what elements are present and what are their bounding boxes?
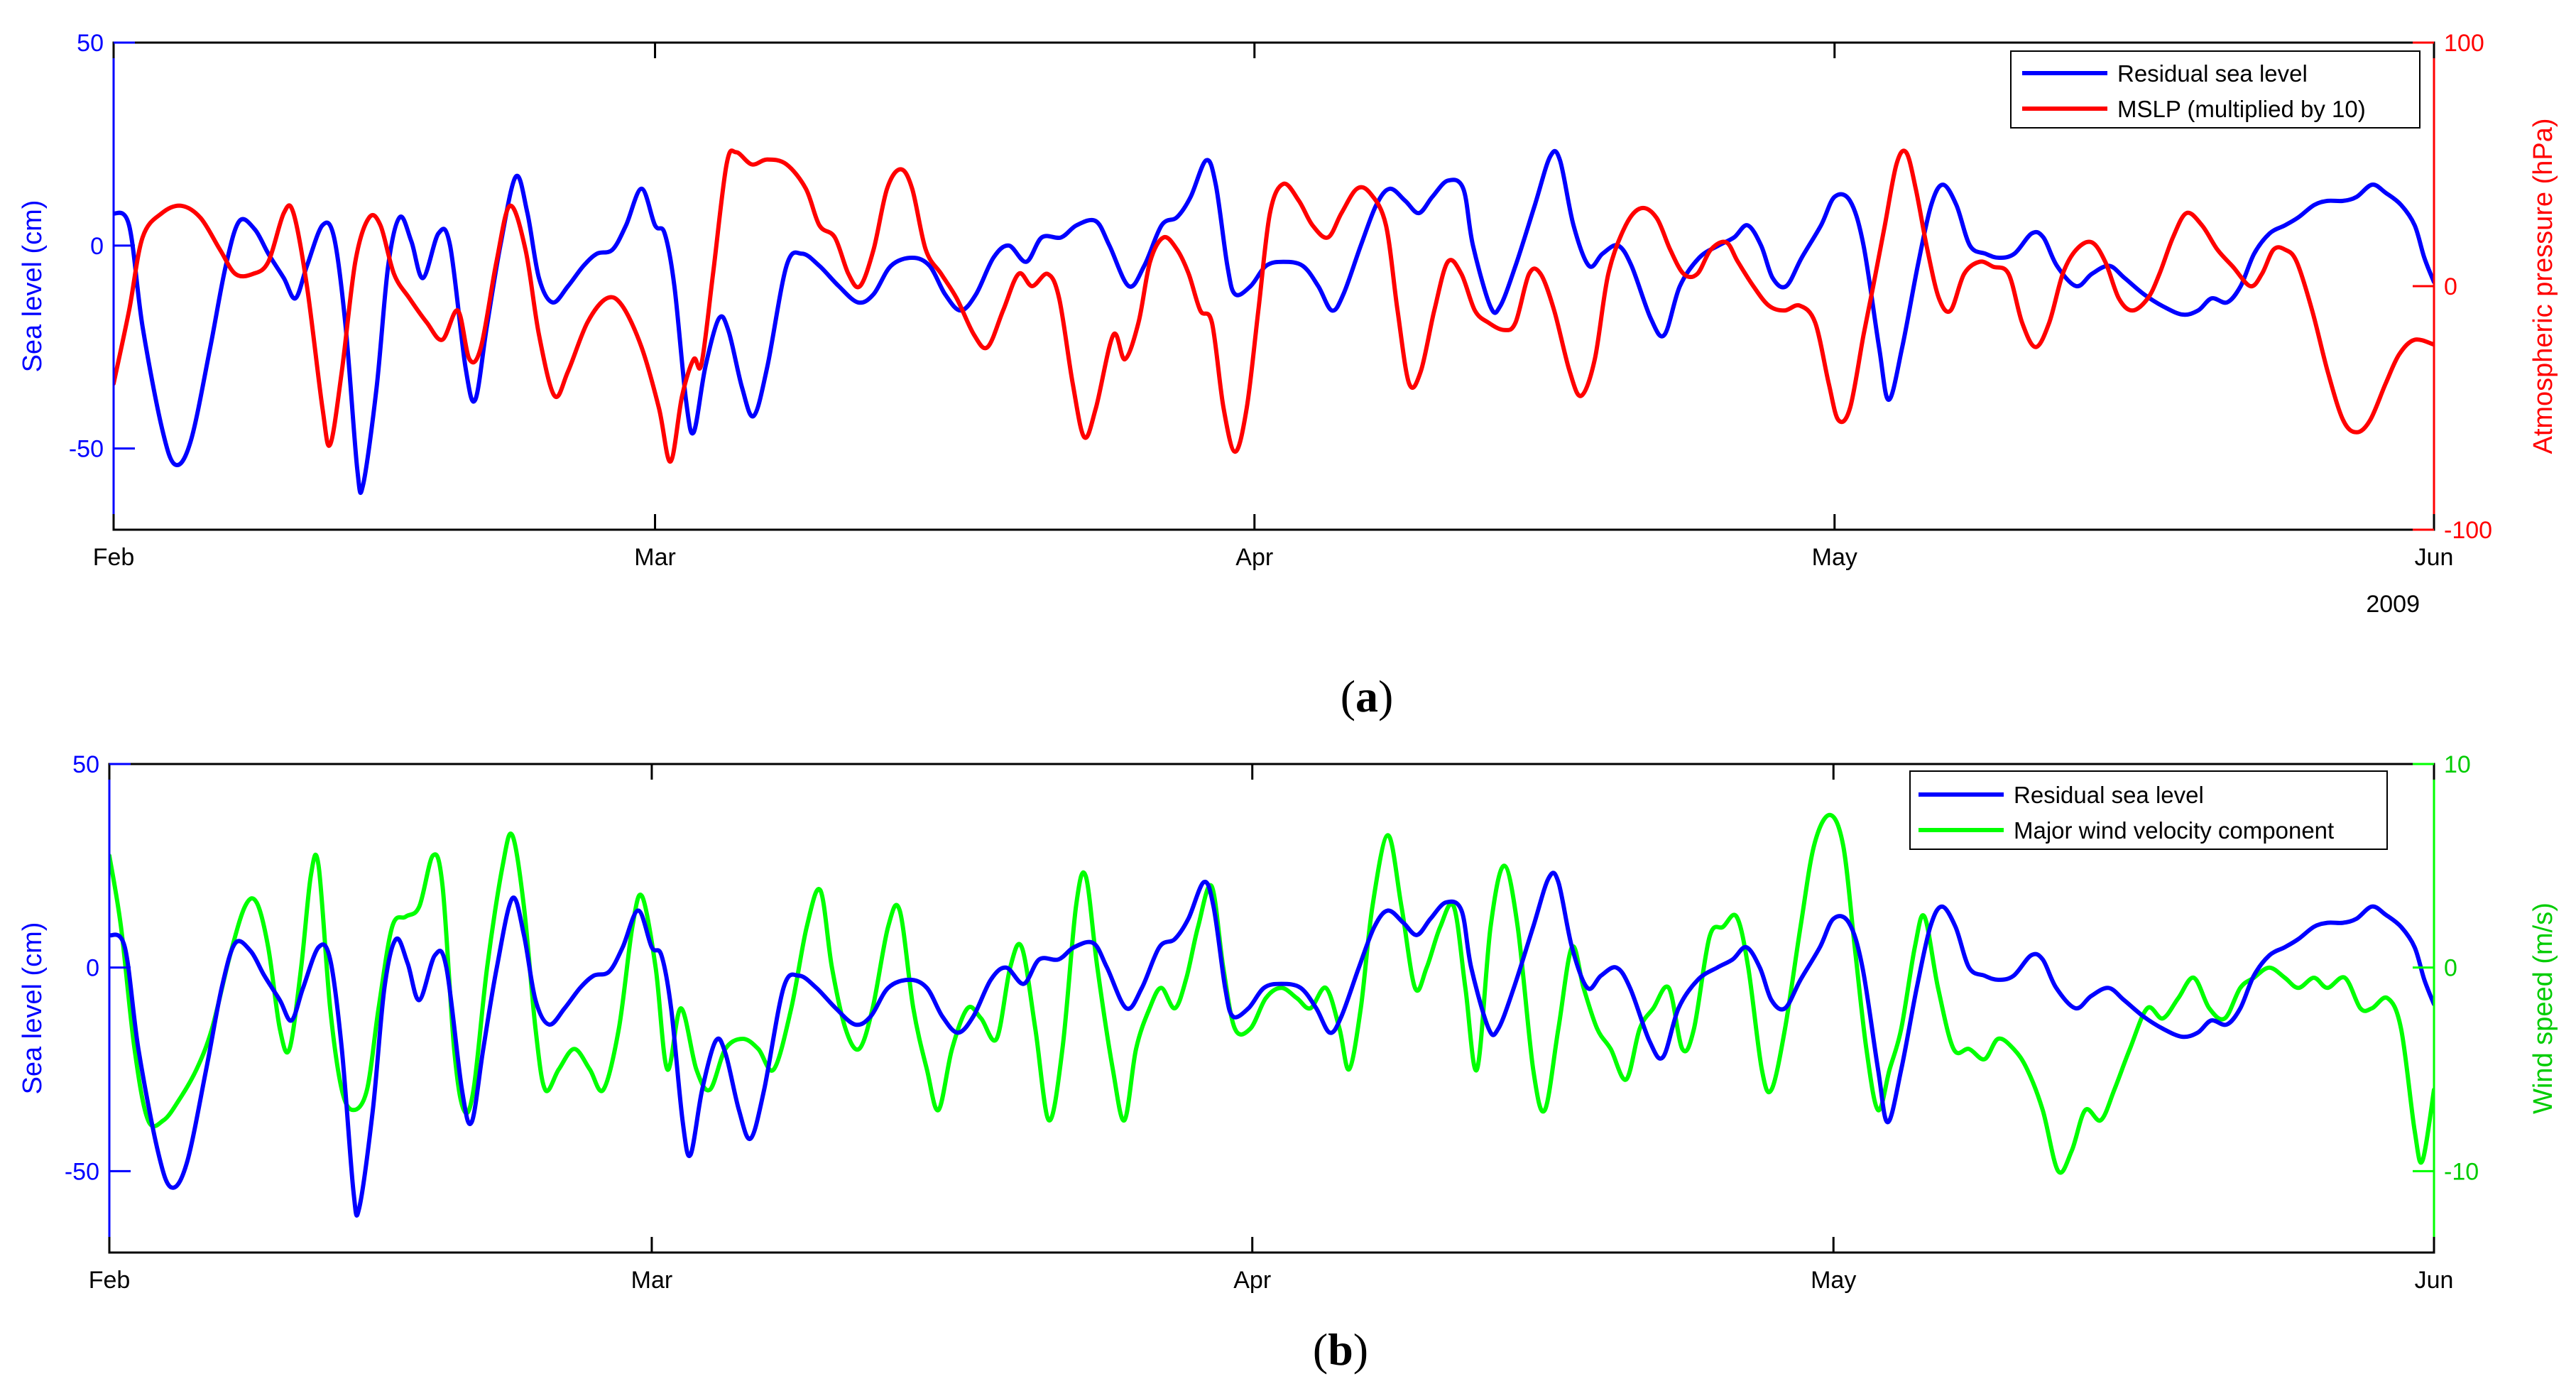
x-tick-label-b-4: Jun (2415, 1267, 2454, 1294)
right-y-tick-label-a-0: -100 (2444, 517, 2492, 544)
legend-label-sea-a: Residual sea level (2117, 60, 2308, 87)
right-axis-label-b: Wind speed (m/s) (2528, 902, 2558, 1114)
x-tick-label-b-3: May (1811, 1267, 1856, 1294)
legend-label-pressure-a: MSLP (multiplied by 10) (2117, 96, 2366, 122)
year-label-a: 2009 (2366, 591, 2420, 618)
panel-caption-letter-a: a (1355, 671, 1378, 721)
left-y-tick-label-b-0: -50 (65, 1158, 99, 1185)
x-tick-label-a-2: Apr (1235, 544, 1273, 571)
series-line-b-residual-sea-level (109, 871, 2434, 1218)
panel-caption-letter-b: b (1328, 1324, 1353, 1375)
right-y-tick-label-b-2: 10 (2444, 751, 2471, 778)
legend-box-b (1909, 770, 2388, 850)
plot-area-b (109, 812, 2434, 1218)
right-y-tick-label-a-1: 0 (2444, 273, 2457, 300)
left-y-tick-label-a-0: -50 (69, 436, 104, 463)
x-tick-label-a-3: May (1812, 544, 1857, 571)
legend-box-a (2010, 50, 2421, 129)
right-axis-label-a: Atmospheric pressure (hPa) (2528, 118, 2558, 454)
x-tick-label-b-2: Apr (1233, 1267, 1271, 1294)
plot-area-a (114, 148, 2434, 496)
legend-label-wind-b: Major wind velocity component (2014, 817, 2334, 844)
right-y-tick-label-a-2: 100 (2444, 30, 2484, 57)
x-tick-label-a-4: Jun (2415, 544, 2454, 571)
series-line-b-major-wind-velocity-component (109, 812, 2434, 1175)
series-line-a-residual-sea-level (114, 148, 2434, 496)
right-y-tick-label-b-0: -10 (2444, 1158, 2479, 1185)
right-y-tick-label-b-1: 0 (2444, 955, 2457, 982)
x-tick-label-a-0: Feb (93, 544, 135, 571)
x-tick-label-a-1: Mar (634, 544, 676, 571)
left-y-tick-label-b-2: 50 (72, 751, 99, 778)
panel-a: Feb Mar Apr May Jun -50 0 50 -100 0 100 Sea level … (18, 30, 2558, 721)
legend-label-sea-b: Residual sea level (2014, 782, 2204, 808)
left-y-tick-label-a-1: 0 (90, 233, 104, 260)
panel-b: Feb Mar Apr May Jun -50 0 50 -10 0 10 Sea level (c… (18, 751, 2558, 1375)
left-y-tick-label-b-1: 0 (86, 955, 99, 982)
x-tick-label-b-0: Feb (89, 1267, 131, 1294)
left-y-tick-label-a-2: 50 (77, 30, 104, 57)
ticks-b: Feb Mar Apr May Jun -50 0 50 -10 0 10 (65, 751, 2479, 1294)
left-axis-label-a: Sea level (cm) (18, 200, 48, 373)
x-tick-label-b-1: Mar (631, 1267, 673, 1294)
panel-caption-a: (a) (1341, 671, 1394, 721)
ticks-a: Feb Mar Apr May Jun -50 0 50 -100 0 100 (69, 30, 2492, 571)
legend-a: Residual sea level MSLP (multiplied by 1… (2010, 50, 2421, 129)
left-axis-label-b: Sea level (cm) (18, 922, 48, 1095)
panel-caption-b: (b) (1313, 1324, 1368, 1375)
series-line-a-mslp-multiplied-by-10 (114, 148, 2434, 464)
legend-b: Residual sea level Major wind velocity c… (1909, 770, 2388, 850)
